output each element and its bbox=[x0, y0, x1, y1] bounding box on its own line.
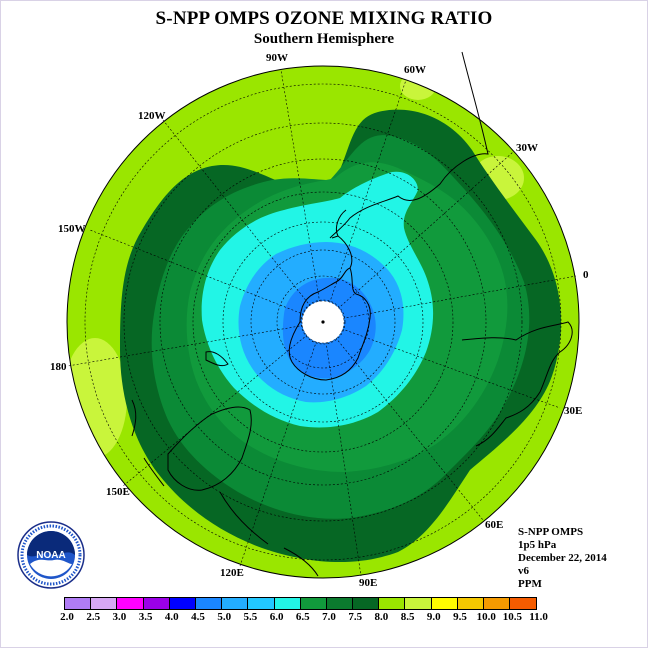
colorbar-swatch bbox=[117, 598, 144, 609]
colorbar-swatch bbox=[91, 598, 118, 609]
lon-label-150w: 150W bbox=[58, 223, 86, 235]
colorbar-tick-label: 9.0 bbox=[426, 611, 441, 623]
australia-coast bbox=[167, 406, 252, 491]
graticule bbox=[67, 69, 577, 577]
map-boundary bbox=[66, 65, 580, 579]
islands-coast bbox=[131, 399, 165, 487]
south-pole-marker bbox=[321, 320, 325, 324]
colorbar-tick-label: 8.0 bbox=[374, 611, 389, 623]
colorbar-tick-label: 4.0 bbox=[164, 611, 179, 623]
band-7p5-8p0-west bbox=[67, 338, 127, 458]
colorbar-swatch bbox=[457, 598, 484, 609]
colorbar-swatch bbox=[484, 598, 511, 609]
colorbar-tick-label: 3.0 bbox=[112, 611, 127, 623]
colorbar-swatch bbox=[300, 598, 327, 609]
new-zealand-coast bbox=[205, 351, 229, 367]
lon-label-180: 180 bbox=[50, 361, 67, 373]
colorbar-swatch bbox=[379, 598, 406, 609]
lon-label-90e: 90E bbox=[359, 577, 377, 589]
colorbar-swatch bbox=[222, 598, 249, 609]
colorbar-tick-label: 2.0 bbox=[60, 611, 74, 623]
info-version: v6 bbox=[518, 565, 529, 577]
lon-label-0: 0 bbox=[583, 269, 589, 281]
colorbar-swatch bbox=[143, 598, 170, 609]
colorbar-ticks: 2.0 2.5 3.0 3.5 4.0 4.5 5.0 5.5 6.0 6.5 7.0 7.5 8.0 8… bbox=[52, 611, 612, 625]
info-date: December 22, 2014 bbox=[518, 552, 607, 564]
colorbar-tick-label: 8.5 bbox=[400, 611, 415, 623]
lon-label-120e: 120E bbox=[220, 567, 244, 579]
lon-label-120w: 120W bbox=[138, 110, 166, 122]
colorbar-tick-label: 9.5 bbox=[453, 611, 467, 623]
antarctica-coast bbox=[288, 267, 371, 381]
colorbar-swatch bbox=[431, 598, 458, 609]
lon-label-60w: 60W bbox=[404, 64, 426, 76]
info-units: PPM bbox=[518, 578, 542, 590]
colorbar-swatch bbox=[169, 598, 196, 609]
colorbar-tick-label: 7.0 bbox=[322, 611, 336, 623]
colorbar-swatch bbox=[274, 598, 301, 609]
colorbar-tick-label: 6.5 bbox=[295, 611, 310, 623]
noaa-logo-icon: NOAA bbox=[17, 521, 85, 589]
south-america-coast bbox=[329, 51, 489, 239]
colorbar-tick-label: 11.0 bbox=[529, 611, 548, 623]
colorbar-tick-label: 5.0 bbox=[217, 611, 232, 623]
lon-label-90w: 90W bbox=[266, 52, 288, 64]
info-instrument: S-NPP OMPS bbox=[518, 526, 584, 538]
colorbar-swatch bbox=[326, 598, 354, 609]
coastlines bbox=[131, 51, 573, 577]
colorbar-tick-label: 2.5 bbox=[86, 611, 101, 623]
info-level: 1p5 hPa bbox=[518, 539, 557, 551]
band-7p5-8p0-north bbox=[400, 72, 436, 100]
colorbar-swatch bbox=[353, 598, 380, 609]
product-info: S-NPP OMPS 1p5 hPa December 22, 2014 v6 … bbox=[518, 526, 607, 591]
colorbar-swatch bbox=[248, 598, 275, 609]
lon-label-30e: 30E bbox=[564, 405, 582, 417]
colorbar-swatch bbox=[510, 598, 537, 609]
africa-coast bbox=[461, 321, 573, 447]
lon-label-150e: 150E bbox=[106, 486, 130, 498]
colorbar-tick-label: 7.5 bbox=[348, 611, 363, 623]
colorbar bbox=[64, 597, 538, 610]
noaa-logo-text: NOAA bbox=[36, 550, 65, 561]
colorbar-tick-label: 3.5 bbox=[138, 611, 153, 623]
colorbar-tick-label: 10.5 bbox=[502, 611, 523, 623]
lon-label-60e: 60E bbox=[485, 519, 503, 531]
map-title: S-NPP OMPS OZONE MIXING RATIO bbox=[155, 8, 493, 29]
south-asia-coast bbox=[219, 491, 319, 577]
colorbar-tick-label: 6.0 bbox=[269, 611, 284, 623]
antarctic-peninsula-coast bbox=[331, 209, 353, 269]
longitude-labels: 90W 60W 30W 0 30E 60E 90E 120E 150E 180 … bbox=[50, 52, 589, 589]
colorbar-tick-label: 5.5 bbox=[243, 611, 258, 623]
colorbar-swatch bbox=[405, 598, 432, 609]
colorbar-tick-label: 4.5 bbox=[191, 611, 205, 623]
colorbar-swatch bbox=[65, 598, 92, 609]
colorbar-tick-label: 10.0 bbox=[476, 611, 496, 623]
map-subtitle: Southern Hemisphere bbox=[253, 31, 395, 47]
colorbar-swatch bbox=[195, 598, 223, 609]
lon-label-30w: 30W bbox=[516, 142, 538, 154]
